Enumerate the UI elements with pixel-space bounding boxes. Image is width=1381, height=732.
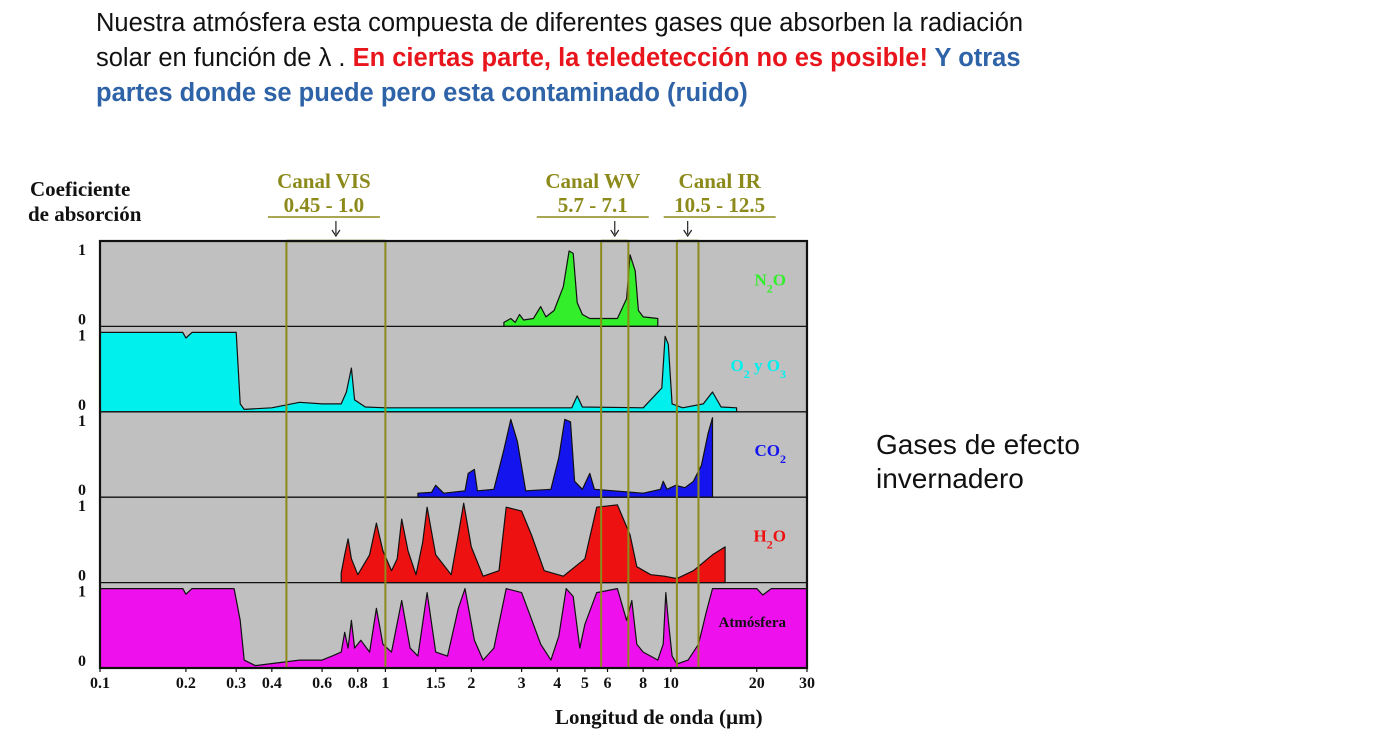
channel-range-0: 0.45 - 1.0 — [284, 193, 365, 217]
x-axis-title: Longitud de onda (µm) — [555, 705, 763, 729]
x-tick-label-7: 1.5 — [426, 675, 446, 692]
series-label-2: CO2 — [755, 441, 787, 466]
y-tick-0-panel-2: 0 — [78, 482, 86, 499]
series-label-4: Atmósfera — [719, 615, 787, 631]
x-tick-label-12: 6 — [604, 675, 612, 692]
x-tick-label-4: 0.6 — [312, 675, 332, 692]
x-tick-label-2: 0.3 — [226, 675, 246, 692]
series-label-3: H2O — [754, 527, 786, 552]
x-tick-label-11: 5 — [581, 675, 589, 692]
x-tick-label-1: 0.2 — [176, 675, 196, 692]
channel-range-1: 5.7 - 7.1 — [558, 193, 628, 217]
y-tick-1-panel-0: 1 — [78, 242, 86, 259]
series-area-2 — [417, 417, 714, 498]
x-tick-label-9: 3 — [518, 675, 526, 692]
x-tick-label-14: 10 — [663, 675, 679, 692]
x-tick-label-8: 2 — [467, 675, 475, 692]
series-label-0: N2O — [754, 270, 786, 295]
y-tick-0-panel-0: 0 — [78, 311, 86, 328]
y-tick-0-panel-4: 0 — [78, 653, 86, 670]
channel-range-2: 10.5 - 12.5 — [674, 193, 765, 217]
x-tick-label-5: 0.8 — [348, 675, 368, 692]
intro-line2-plain: solar en función de λ . — [96, 44, 353, 72]
x-tick-label-13: 8 — [639, 675, 647, 692]
intro-text: Nuestra atmósfera esta compuesta de dife… — [96, 6, 1381, 111]
intro-line1: Nuestra atmósfera esta compuesta de dife… — [96, 9, 1024, 37]
greenhouse-label-line2: invernadero — [876, 463, 1024, 494]
x-tick-label-16: 30 — [799, 675, 815, 692]
channel-arrow-head-0 — [331, 229, 341, 238]
x-tick-label-15: 20 — [749, 675, 765, 692]
channel-arrow-head-2 — [683, 229, 693, 238]
y-axis-title-line1: Coeficiente — [30, 177, 130, 201]
series-area-0 — [503, 250, 659, 327]
x-tick-label-3: 0.4 — [262, 675, 282, 692]
x-tick-label-6: 1 — [381, 675, 389, 692]
y-axis-title-line2: de absorción — [28, 202, 142, 226]
greenhouse-gases-label: Gases de efecto invernadero — [876, 428, 1176, 496]
y-tick-1-panel-1: 1 — [78, 327, 86, 344]
channel-name-1: Canal WV — [545, 169, 640, 193]
greenhouse-label-line1: Gases de efecto — [876, 429, 1080, 460]
channel-name-2: Canal IR — [679, 169, 762, 193]
y-tick-0-panel-3: 0 — [78, 568, 86, 585]
absorption-chart: Coeficiente de absorción Longitud de ond… — [28, 169, 815, 729]
y-tick-1-panel-4: 1 — [78, 584, 86, 601]
y-tick-0-panel-1: 0 — [78, 397, 86, 414]
intro-line2-blue: Y otras — [927, 44, 1021, 72]
series-area-1 — [99, 331, 738, 413]
channel-arrow-head-1 — [610, 229, 620, 238]
series-label-1: O2 y O3 — [731, 356, 786, 381]
x-tick-label-0: 0.1 — [90, 675, 110, 692]
series-area-4 — [99, 588, 808, 669]
y-tick-1-panel-2: 1 — [78, 413, 86, 430]
y-tick-1-panel-3: 1 — [78, 498, 86, 515]
x-tick-label-10: 4 — [553, 675, 561, 692]
intro-line3-blue: partes donde se puede pero esta contamin… — [96, 79, 748, 107]
intro-line2-red: En ciertas parte, la teledetección no es… — [352, 44, 928, 72]
channel-name-0: Canal VIS — [277, 169, 371, 193]
plot-frame — [98, 239, 809, 670]
